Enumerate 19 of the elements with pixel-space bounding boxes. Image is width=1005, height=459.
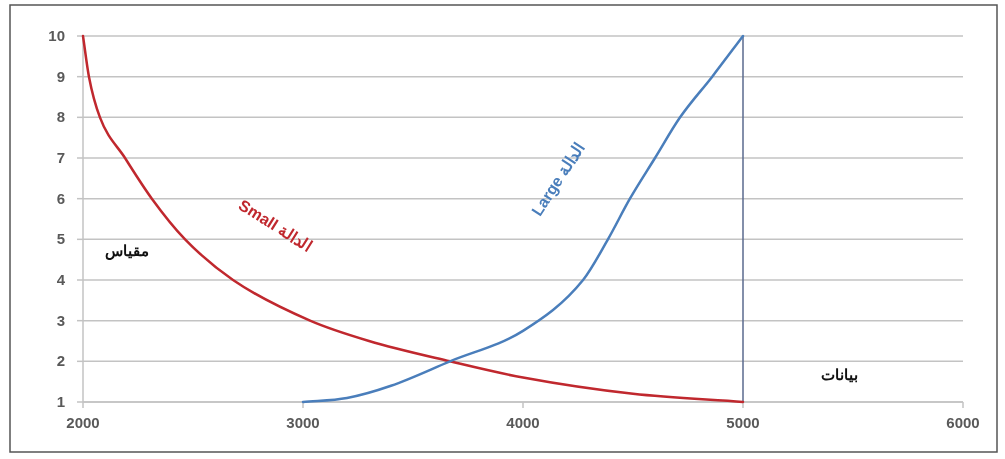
y-tick-label: 4 xyxy=(56,271,66,288)
y-tick-label: 8 xyxy=(56,108,65,126)
x-tick-label: 6000 xyxy=(946,414,980,431)
y-tick-label: 1 xyxy=(56,393,65,410)
text: الدالة Large xyxy=(528,139,588,219)
y-tick-label: 3 xyxy=(56,311,65,329)
y-tick-label: 5 xyxy=(56,230,65,248)
y-tick-label: 6 xyxy=(56,189,65,207)
y-tick-label: 9 xyxy=(56,67,65,85)
x-tick-label: 4000 xyxy=(506,414,540,431)
y-tick-label: 10 xyxy=(48,27,65,44)
y-tick-label: 2 xyxy=(56,352,65,370)
x-tick-label: 3000 xyxy=(286,414,320,431)
y-axis-title: مقياس xyxy=(105,241,149,260)
x-axis-title: بيانات xyxy=(821,366,859,384)
y-tick-label: 7 xyxy=(56,149,65,166)
x-tick-label: 2000 xyxy=(66,414,100,431)
x-tick-label: 5000 xyxy=(726,414,760,431)
text: الدالة Small xyxy=(235,196,315,255)
